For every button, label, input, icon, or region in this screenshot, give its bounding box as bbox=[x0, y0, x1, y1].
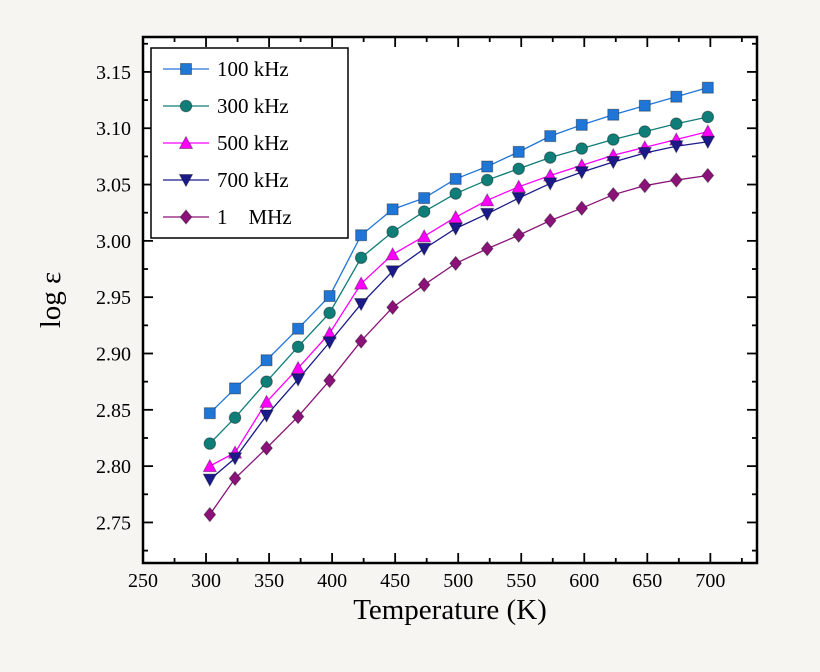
x-tick-label: 700 bbox=[695, 570, 725, 592]
legend: 100 kHz 300 kHz 500 kHz 700 kHz 1 MHz bbox=[150, 47, 349, 239]
y-tick-label: 2.95 bbox=[96, 287, 131, 309]
legend-item: 700 kHz bbox=[163, 168, 289, 192]
y-axis-label: log ε bbox=[35, 271, 67, 329]
x-axis-label: Temperature (K) bbox=[353, 594, 547, 626]
series-500-khz bbox=[202, 124, 716, 473]
series-700-khz bbox=[202, 135, 716, 488]
x-tick-label: 650 bbox=[632, 570, 662, 592]
plot-frame bbox=[141, 35, 759, 565]
legend-label: 700 kHz bbox=[217, 168, 289, 192]
legend-label: 100 kHz bbox=[217, 57, 289, 81]
legend-label: 500 kHz bbox=[217, 131, 289, 155]
legend-item: 1 MHz bbox=[163, 205, 292, 229]
series-100-khz bbox=[203, 81, 714, 420]
y-tick-label: 2.75 bbox=[96, 512, 131, 534]
y-tick-label: 3.10 bbox=[96, 118, 131, 140]
x-tick-label: 450 bbox=[380, 570, 410, 592]
legend-item: 100 kHz bbox=[163, 57, 289, 81]
x-tick-label: 400 bbox=[317, 570, 347, 592]
tick-labels: 250 300 350 400 450 500 550 600 650 700 2.75 2.80 2.… bbox=[96, 62, 725, 592]
x-tick-label: 500 bbox=[443, 570, 473, 592]
legend-label: 1 MHz bbox=[217, 205, 292, 229]
y-tick-label: 3.05 bbox=[96, 175, 131, 197]
y-tick-label: 2.85 bbox=[96, 400, 131, 422]
y-tick-label: 3.00 bbox=[96, 231, 131, 253]
x-tick-label: 350 bbox=[254, 570, 284, 592]
series-1-mhz bbox=[203, 167, 715, 523]
legend-label: 300 kHz bbox=[217, 94, 289, 118]
y-tick-label: 2.90 bbox=[96, 344, 131, 366]
series-300-khz bbox=[203, 110, 715, 450]
x-tick-label: 300 bbox=[191, 570, 221, 592]
x-tick-label: 600 bbox=[569, 570, 599, 592]
y-tick-label: 2.80 bbox=[96, 456, 131, 478]
legend-item: 300 kHz bbox=[163, 94, 289, 118]
y-tick-label: 3.15 bbox=[96, 62, 131, 84]
x-tick-label: 250 bbox=[128, 570, 158, 592]
legend-item: 500 kHz bbox=[163, 131, 289, 155]
x-tick-label: 550 bbox=[506, 570, 536, 592]
